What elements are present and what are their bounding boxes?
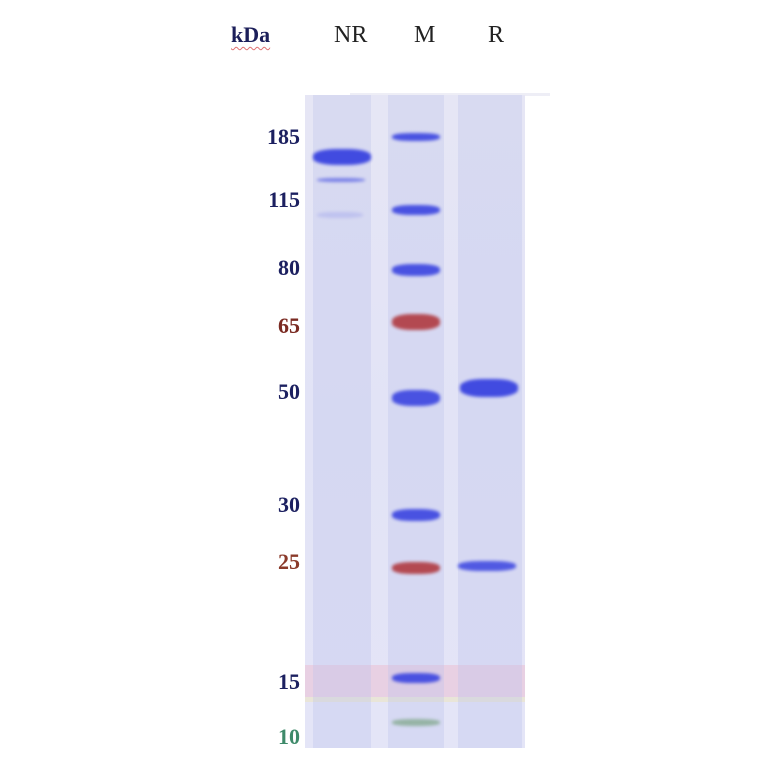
marker-band-115 [392, 205, 440, 215]
marker-band-15 [392, 673, 440, 683]
marker-label-50: 50 [278, 379, 300, 404]
gel-image [305, 95, 525, 748]
marker-label-65: 65 [278, 313, 300, 338]
marker-band-80 [392, 264, 440, 276]
lane-label-r: R [488, 22, 505, 48]
marker-band-50 [392, 390, 440, 406]
yellow-artifact-stripe [305, 697, 525, 702]
marker-label-25: 25 [278, 549, 300, 574]
lane-m [388, 95, 444, 748]
nr-band-minor [317, 178, 365, 182]
marker-band-25 [392, 562, 440, 574]
marker-label-80: 80 [278, 255, 300, 280]
lane-nr [313, 95, 371, 748]
gel-edge [350, 93, 550, 96]
nr-band-main [313, 149, 371, 165]
lane-label-nr: NR [334, 22, 368, 48]
marker-label-185: 185 [267, 124, 300, 149]
r-band-heavy [460, 379, 518, 397]
lane-label-m: M [414, 22, 436, 48]
marker-label-10: 10 [278, 724, 300, 749]
nr-band-faint [317, 212, 363, 218]
r-band-light [458, 561, 516, 571]
marker-band-185 [392, 133, 440, 141]
marker-label-15: 15 [278, 669, 300, 694]
marker-label-115: 115 [268, 187, 300, 212]
marker-label-30: 30 [278, 492, 300, 517]
lane-r [458, 95, 522, 748]
marker-band-65 [392, 314, 440, 330]
marker-band-10 [392, 718, 440, 726]
unit-label: kDa [231, 22, 271, 47]
marker-band-30 [392, 509, 440, 521]
